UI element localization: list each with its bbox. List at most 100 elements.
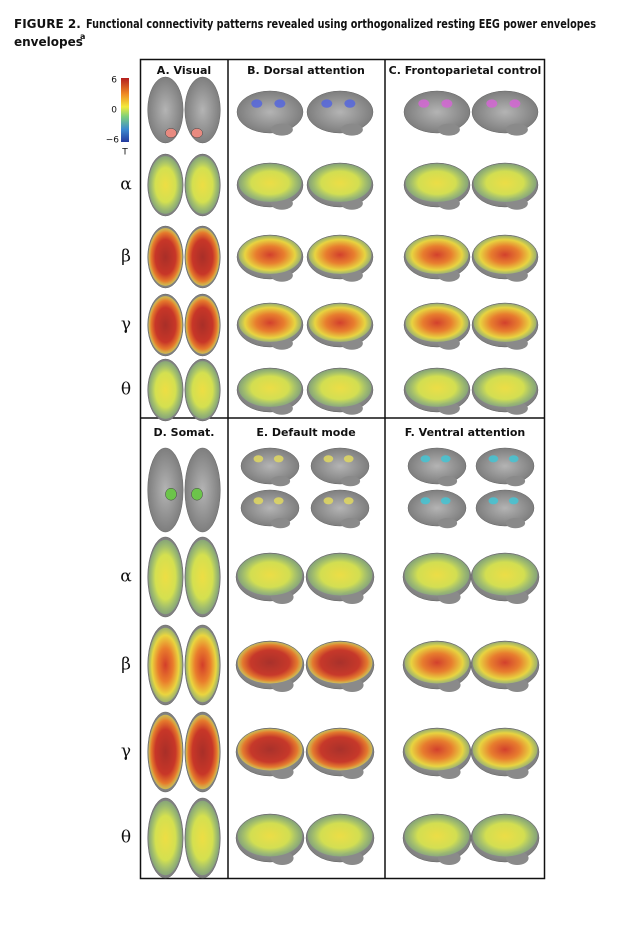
- colorbar-label: 0: [111, 106, 117, 116]
- brain-lateral: [240, 489, 300, 527]
- panel-label: E. Default mode: [256, 426, 355, 439]
- band-label: β: [121, 655, 131, 675]
- seed-region: [273, 497, 284, 505]
- activation: [473, 368, 537, 407]
- cerebellum: [340, 123, 363, 136]
- activation: [405, 235, 469, 274]
- colorbar: [121, 78, 129, 142]
- activation: [404, 553, 470, 596]
- band-label: α: [120, 175, 132, 195]
- activation: [405, 163, 469, 202]
- cerebellum: [270, 123, 293, 136]
- brain-lateral: [403, 90, 471, 134]
- seed-region: [420, 455, 431, 463]
- panel-label: F. Ventral attention: [405, 426, 525, 439]
- activation: [308, 368, 372, 407]
- cerebellum: [270, 517, 291, 529]
- title-mark: a: [80, 32, 85, 41]
- brain-lateral: [407, 489, 467, 527]
- cerebellum: [270, 475, 291, 487]
- activation: [185, 156, 220, 214]
- activation: [237, 641, 303, 684]
- activation: [237, 553, 303, 596]
- brain-lateral: [240, 447, 300, 485]
- panel-label: D. Somat.: [154, 426, 215, 439]
- activation: [307, 641, 373, 684]
- activation: [238, 368, 302, 407]
- activation: [308, 303, 372, 342]
- activation: [238, 235, 302, 274]
- seed-region: [274, 99, 286, 108]
- seed-region: [165, 487, 177, 501]
- brain-hemisphere: [147, 447, 184, 533]
- brain-hemisphere: [184, 76, 221, 144]
- cerebellum: [505, 123, 528, 136]
- brain-lateral: [407, 447, 467, 485]
- seed-region: [253, 497, 264, 505]
- seed-region: [509, 99, 521, 108]
- activation: [472, 814, 538, 857]
- seed-region: [191, 128, 203, 139]
- activation: [473, 235, 537, 274]
- colorbar-label: 6: [111, 76, 117, 86]
- seed-region: [488, 497, 499, 505]
- activation: [237, 728, 303, 771]
- activation: [472, 553, 538, 596]
- seed-region: [323, 497, 334, 505]
- activation: [308, 235, 372, 274]
- band-label: α: [120, 567, 132, 587]
- activation: [404, 814, 470, 857]
- activation: [148, 156, 183, 214]
- figure-title-cont: envelopes: [14, 35, 83, 49]
- figure-title: Functional connectivity patterns reveale…: [86, 17, 596, 31]
- cerebellum: [505, 517, 526, 529]
- seed-region: [343, 497, 354, 505]
- band-label: γ: [121, 315, 131, 335]
- activation: [405, 303, 469, 342]
- cerebellum: [437, 517, 458, 529]
- seed-region: [508, 455, 519, 463]
- activation: [148, 539, 183, 615]
- seed-region: [440, 497, 451, 505]
- activation: [148, 296, 183, 354]
- brain-lateral: [471, 90, 539, 134]
- activation: [185, 800, 220, 876]
- activation: [308, 163, 372, 202]
- activation: [307, 814, 373, 857]
- seed-region: [273, 455, 284, 463]
- activation: [404, 728, 470, 771]
- activation: [185, 539, 220, 615]
- seed-region: [441, 99, 453, 108]
- activation: [148, 714, 183, 790]
- activation: [148, 800, 183, 876]
- seed-region: [253, 455, 264, 463]
- activation: [405, 368, 469, 407]
- activation: [185, 228, 220, 286]
- panel-label: C. Frontoparietal control: [389, 64, 542, 77]
- activation: [185, 296, 220, 354]
- activation: [473, 303, 537, 342]
- seed-region: [420, 497, 431, 505]
- seed-region: [440, 455, 451, 463]
- activation: [472, 641, 538, 684]
- seed-region: [508, 497, 519, 505]
- figure-frame: [139, 58, 546, 880]
- seed-region: [418, 99, 430, 108]
- activation: [237, 814, 303, 857]
- cerebellum: [437, 123, 460, 136]
- activation: [472, 728, 538, 771]
- activation: [404, 641, 470, 684]
- cerebellum: [505, 475, 526, 487]
- brain-lateral: [236, 90, 304, 134]
- panel-label: A. Visual: [157, 64, 211, 77]
- band-label: β: [121, 247, 131, 267]
- activation: [185, 361, 220, 419]
- brain-lateral: [310, 447, 370, 485]
- panel-label: B. Dorsal attention: [247, 64, 365, 77]
- seed-region: [488, 455, 499, 463]
- figure-label: FIGURE 2.: [14, 17, 81, 31]
- activation: [185, 627, 220, 703]
- activation: [238, 163, 302, 202]
- band-label: θ: [121, 380, 131, 400]
